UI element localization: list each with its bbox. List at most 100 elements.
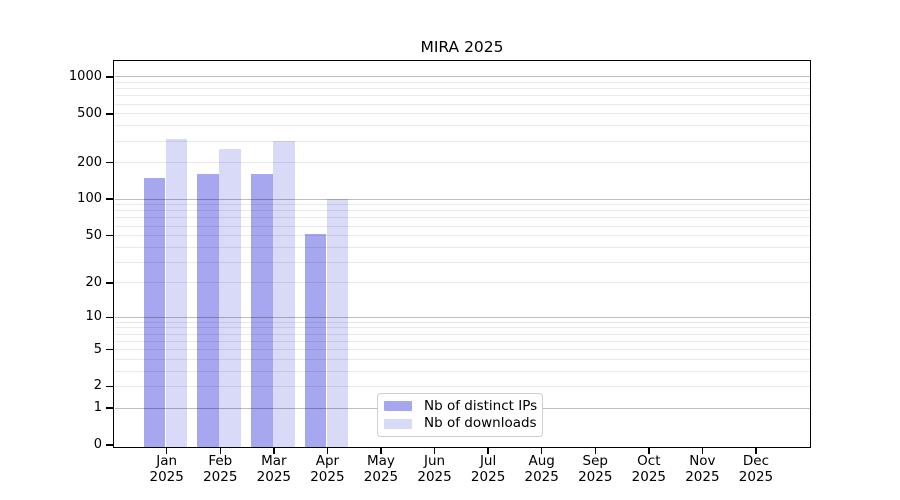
bar-nb-of-downloads-mar (273, 141, 295, 447)
y-tick-200 (106, 161, 114, 164)
y-gridline-minor-3 (114, 370, 810, 372)
x-tick-may (380, 448, 382, 454)
y-gridline-minor-40 (114, 246, 810, 248)
legend-item-downloads: Nb of downloads (378, 415, 542, 433)
y-tick-label-100: 100 (77, 191, 102, 207)
x-tick-year: 2025 (578, 468, 613, 485)
legend-label-distinct-ips: Nb of distinct IPs (424, 397, 538, 414)
x-tick-label-aug: Aug 2025 (510, 453, 574, 485)
bar-nb-of-downloads-apr (326, 199, 349, 447)
y-gridline-minor-50 (114, 235, 810, 237)
y-gridline-minor-9 (114, 321, 810, 323)
legend-swatch-downloads (384, 418, 412, 429)
x-tick-month: Dec (742, 453, 770, 469)
y-gridline-major-100 (114, 198, 810, 200)
y-tick-label-1: 1 (93, 400, 102, 416)
x-tick-year: 2025 (470, 468, 506, 485)
y-gridline-minor-20 (114, 282, 810, 284)
x-tick-label-oct: Oct 2025 (617, 453, 681, 485)
x-tick-month: Mar (261, 453, 287, 469)
y-gridline-minor-800 (114, 88, 810, 90)
x-tick-aug (540, 448, 543, 454)
x-tick-year: 2025 (203, 468, 238, 485)
y-gridline-minor-30 (114, 261, 810, 263)
x-tick-year: 2025 (524, 468, 559, 485)
y-tick-label-20: 20 (85, 274, 102, 290)
legend-label-downloads: Nb of downloads (424, 415, 537, 432)
y-tick-label-50: 50 (85, 227, 102, 243)
bar-nb-of-distinct-ips-jan (143, 177, 166, 447)
x-tick-month: May (367, 453, 395, 469)
y-gridline-minor-700 (114, 95, 810, 97)
y-tick-2 (106, 385, 114, 388)
y-tick-label-1000: 1000 (68, 68, 102, 84)
y-tick-0 (106, 444, 114, 446)
y-tick-label-0: 0 (93, 437, 102, 452)
y-gridline-minor-900 (114, 82, 810, 84)
x-tick-month: Feb (208, 453, 233, 469)
y-gridline-major-10 (114, 316, 810, 318)
x-tick-year: 2025 (256, 468, 291, 485)
x-tick-month: Jun (424, 453, 446, 469)
x-tick-jan (166, 448, 168, 454)
y-gridline-minor-5 (114, 349, 810, 351)
x-tick-month: Nov (689, 453, 716, 469)
y-tick-20 (106, 282, 114, 284)
y-tick-label-500: 500 (77, 105, 102, 121)
x-tick-jun (433, 448, 436, 454)
x-tick-year: 2025 (738, 468, 774, 485)
y-gridline-minor-500 (114, 113, 810, 115)
x-tick-year: 2025 (363, 468, 399, 485)
x-tick-month: Apr (315, 453, 340, 469)
y-gridline-minor-70 (114, 217, 810, 219)
y-gridline-minor-80 (114, 210, 810, 212)
x-tick-label-apr: Apr 2025 (295, 453, 359, 485)
y-gridline-minor-6 (114, 340, 810, 342)
y-tick-50 (106, 234, 114, 237)
x-tick-year: 2025 (685, 468, 720, 485)
x-tick-mar (273, 448, 275, 454)
bar-nb-of-distinct-ips-feb (197, 174, 219, 447)
legend-item-distinct-ips: Nb of distinct IPs (378, 398, 542, 416)
x-tick-apr (326, 448, 329, 454)
x-tick-oct (648, 448, 650, 454)
y-gridline-minor-2 (114, 385, 810, 387)
y-tick-100 (106, 198, 114, 200)
y-tick-label-200: 200 (77, 154, 102, 170)
y-gridline-minor-7 (114, 333, 810, 335)
y-gridline-minor-400 (114, 125, 810, 127)
y-gridline-major-1000 (114, 76, 810, 78)
y-gridline-minor-300 (114, 140, 810, 142)
bar-nb-of-downloads-feb (219, 148, 241, 447)
y-tick-5 (106, 348, 114, 351)
x-tick-month: Oct (637, 453, 661, 469)
x-tick-jul (487, 448, 489, 454)
x-tick-month: Sep (582, 453, 608, 469)
x-tick-nov (701, 448, 704, 454)
bar-nb-of-downloads-jan (165, 139, 188, 447)
y-tick-1000 (106, 76, 114, 78)
x-tick-year: 2025 (417, 468, 452, 485)
x-tick-label-may: May 2025 (349, 453, 413, 485)
x-tick-label-nov: Nov 2025 (670, 453, 734, 485)
x-tick-label-feb: Feb 2025 (188, 453, 252, 485)
y-tick-label-5: 5 (93, 341, 102, 357)
x-tick-sep (594, 448, 596, 454)
y-tick-label-2: 2 (93, 378, 102, 394)
x-tick-year: 2025 (149, 468, 184, 485)
x-tick-feb (219, 448, 221, 454)
y-tick-500 (106, 113, 114, 115)
bar-nb-of-distinct-ips-mar (251, 174, 273, 447)
x-tick-month: Aug (528, 453, 555, 469)
x-tick-label-mar: Mar 2025 (242, 453, 306, 485)
x-tick-year: 2025 (631, 468, 666, 485)
y-tick-label-10: 10 (85, 309, 102, 325)
x-tick-month: Jan (156, 453, 178, 469)
bar-nb-of-distinct-ips-apr (304, 233, 327, 447)
x-tick-label-dec: Dec 2025 (724, 453, 788, 485)
y-gridline-minor-600 (114, 103, 810, 105)
x-tick-label-jul: Jul 2025 (456, 453, 520, 485)
y-tick-10 (106, 316, 114, 318)
y-gridline-minor-60 (114, 225, 810, 227)
